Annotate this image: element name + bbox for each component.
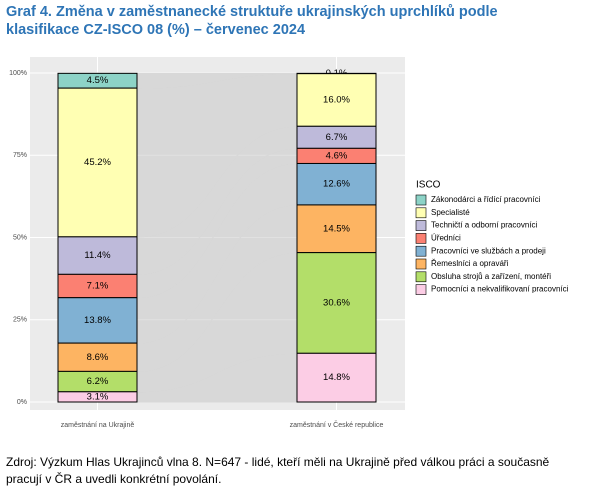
legend-label: Zákonodárci a řídící pracovníci <box>431 195 541 204</box>
legend-label: Pomocníci a nekvalifikovaní pracovníci <box>431 285 569 294</box>
value-label: 14.5% <box>323 223 350 234</box>
value-label: 8.6% <box>87 352 109 363</box>
legend-label: Specialisté <box>431 208 470 217</box>
legend-swatch <box>416 259 426 269</box>
x-tick-label: zaměstnání v České republice <box>290 420 384 429</box>
legend-label: Pracovníci ve službách a prodeji <box>431 246 546 255</box>
value-label: 3.1% <box>87 391 109 402</box>
source: pracují v ČR a uvedli konkrétní povolání… <box>6 471 221 486</box>
legend-swatch <box>416 246 426 256</box>
legend-swatch <box>416 208 426 218</box>
value-label: 4.5% <box>87 75 109 86</box>
value-label: 4.6% <box>326 150 348 161</box>
value-label: 45.2% <box>84 157 111 168</box>
legend-title: ISCO <box>416 180 441 191</box>
y-tick-label: 50% <box>13 234 27 241</box>
value-label: 12.6% <box>323 179 350 190</box>
y-tick-label: 25% <box>13 317 27 324</box>
value-label: 6.7% <box>326 132 348 143</box>
legend-swatch <box>416 285 426 295</box>
chart-title: klasifikace CZ-ISCO 08 (%) – červenec 20… <box>6 22 305 38</box>
y-tick-label: 100% <box>9 70 27 77</box>
legend-label: Techničtí a odborní pracovníci <box>431 221 538 230</box>
value-label: 7.1% <box>87 281 109 292</box>
value-label: 16.0% <box>323 94 350 105</box>
value-label: 30.6% <box>323 297 350 308</box>
source: Zdroj: Výzkum Hlas Ukrajinců vlna 8. N=6… <box>6 455 550 469</box>
legend-label: Řemeslníci a opraváři <box>431 259 509 268</box>
legend-label: Obsluha strojů a zařízení, montéři <box>431 272 551 281</box>
x-tick-label: zaměstnání na Ukrajině <box>61 422 135 429</box>
y-tick-label: 75% <box>13 152 27 159</box>
value-label: 13.8% <box>84 315 111 326</box>
legend-swatch <box>416 195 426 205</box>
value-label: 6.2% <box>87 376 109 387</box>
legend-swatch <box>416 221 426 231</box>
legend-swatch <box>416 233 426 243</box>
legend-swatch <box>416 272 426 282</box>
chart-title: Graf 4. Změna v zaměstnanecké struktuře … <box>6 4 498 20</box>
y-tick-label: 0% <box>17 399 27 406</box>
value-label: 14.8% <box>323 372 350 383</box>
legend-label: Úředníci <box>431 234 461 243</box>
value-label: 11.4% <box>84 250 111 261</box>
